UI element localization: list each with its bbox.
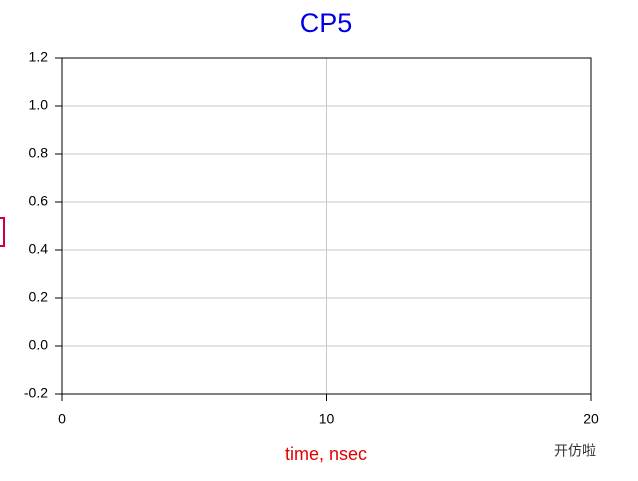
x-tick-label: 10 bbox=[319, 411, 335, 427]
x-tick-label: 20 bbox=[583, 411, 599, 427]
x-tick-label: 0 bbox=[58, 411, 66, 427]
y-tick-label: 1.2 bbox=[29, 49, 49, 65]
plot-frame bbox=[61, 57, 592, 395]
y-tick-label: 1.0 bbox=[29, 97, 49, 113]
y-tick-label: -0.2 bbox=[24, 385, 48, 401]
y-tick-label: 0.6 bbox=[29, 193, 49, 209]
y-tick-label: 0.8 bbox=[29, 145, 49, 161]
watermark: 开仿啦 bbox=[554, 443, 596, 459]
y-tick-label: 0.2 bbox=[29, 289, 49, 305]
y-tick-label: 0.4 bbox=[29, 241, 49, 257]
y-tick-label: 0.0 bbox=[29, 337, 49, 353]
y-label-fragment bbox=[0, 217, 5, 247]
chart-title: CP5 bbox=[300, 8, 353, 38]
x-axis-label: time, nsec bbox=[285, 444, 367, 464]
